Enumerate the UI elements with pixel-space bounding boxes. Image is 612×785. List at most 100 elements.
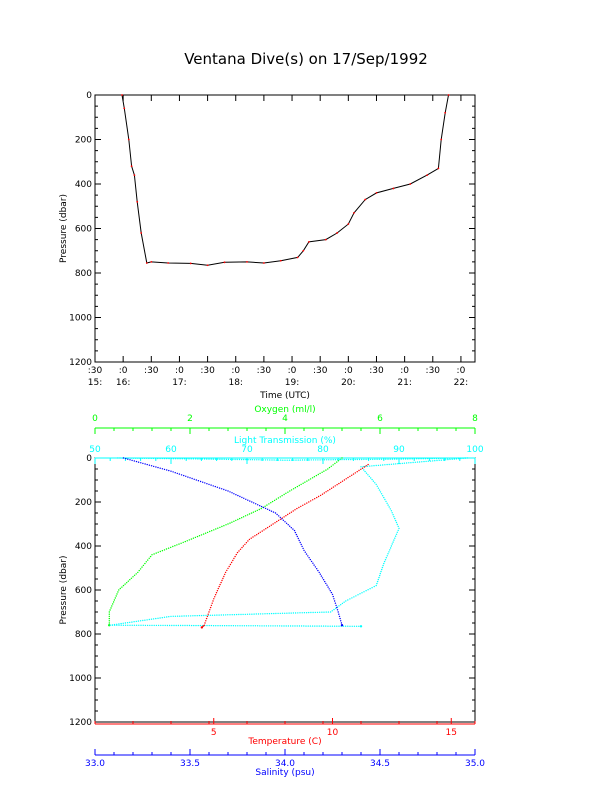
chart2-data-point [161,468,164,470]
chart2-data-point [108,620,111,622]
chart2-data-point [172,545,174,548]
chart2-data-point [310,500,312,502]
chart2-data-point [301,459,304,461]
chart2-data-point [298,506,300,509]
chart2-data-point [363,458,365,461]
chart2-data-point [285,492,287,494]
chart2-data-point [264,459,267,461]
chart2-data-point [343,479,346,481]
chart2-data-point [345,478,347,480]
chart2-data-point [247,540,249,542]
chart2-data-point [168,616,170,618]
chart2-data-point [264,507,267,510]
chart2-axis-tick-label: 35.0 [465,759,485,769]
chart2-data-point [170,457,172,460]
chart2-data-point [214,485,216,488]
chart2-data-point [121,457,123,459]
chart2-data-point [157,617,159,619]
chart2-data-point [389,547,392,549]
chart2-data-point [328,466,331,469]
chart1-data-point [444,111,447,114]
chart2-data-point [361,458,363,461]
chart2-data-point [380,458,383,460]
chart2-data-point [401,462,403,465]
chart2-data-point [270,625,272,627]
chart1-x-tick-label: :0 [175,366,184,376]
chart2-data-point [281,625,283,627]
chart2-data-point [386,555,388,557]
chart2-data-point [239,495,241,498]
chart2-data-point [383,560,386,563]
chart2-data-point [341,480,344,482]
chart2-data-point [266,508,269,510]
chart2-data-point [211,614,214,616]
chart2-data-point [314,625,316,627]
chart2-data-point [212,485,214,487]
chart1-data-point [353,212,355,214]
chart2-data-point [347,458,350,461]
chart2-data-point [301,545,303,548]
chart2-data-point [266,526,269,529]
chart2-data-point [369,465,371,467]
chart2-data-point [279,496,281,498]
chart2-axis-tick-label: 2 [187,414,193,424]
chart1-data-point [206,264,209,267]
chart2-data-point [408,462,410,464]
chart2-data-point [130,457,132,459]
chart2-data-point [373,465,375,467]
chart2-data-point [279,518,282,520]
chart1-data-point [167,262,170,264]
chart2-data-point [442,459,445,461]
chart1-data-point [140,232,143,234]
chart2-data-point [338,613,340,615]
chart2-data-point [303,612,306,614]
chart2-data-point [351,597,353,599]
chart2-data-point [385,500,387,503]
chart2-data-point [163,457,166,460]
chart2-data-point [256,625,259,627]
chart1-y-tick-label: 0 [86,91,92,101]
chart1-data-point [308,240,310,243]
chart2-data-point [120,622,122,625]
chart2-data-point [287,513,289,516]
chart2-data-point [325,625,327,627]
chart2-axis-label: Salinity (psu) [255,768,314,778]
chart2-data-point [397,529,399,532]
chart2-data-point [185,615,187,617]
chart2-data-point [296,485,299,488]
chart2-data-point [376,458,378,460]
chart2-data-point [203,614,205,617]
chart2-data-point [375,464,377,467]
chart2-data-point [410,462,412,464]
chart2-data-point [157,466,159,469]
chart2-data-point [357,594,359,596]
chart2-data-point [232,559,234,562]
chart2-data-point [318,571,320,574]
chart2-data-point [302,504,304,506]
chart2-data-point [304,551,306,553]
chart2-data-point [395,463,397,465]
chart2-data-point [293,529,296,532]
chart2-data-point [289,490,291,492]
chart2-data-point [237,494,239,497]
chart2-data-point [288,612,290,614]
chart2-data-point [338,615,341,618]
chart2-data-point [352,473,355,475]
chart2-data-point [365,465,367,467]
chart2-data-point [273,499,276,502]
chart2-data-point [429,457,431,460]
chart2-data-point [133,624,136,626]
chart2-data-point [358,469,360,472]
chart2-data-point [300,483,302,486]
chart2-data-point [311,625,314,627]
chart2-data-point [340,622,343,624]
chart2-data-point [237,518,239,521]
chart1-data-point [426,174,429,177]
chart2-data-point [150,457,152,460]
chart2-data-point [252,511,255,513]
chart2-data-point [297,459,299,461]
chart2-data-point [168,624,171,627]
chart2-data-point [351,474,353,476]
chart2-data-point [118,589,120,591]
chart1-data-point [324,238,327,241]
